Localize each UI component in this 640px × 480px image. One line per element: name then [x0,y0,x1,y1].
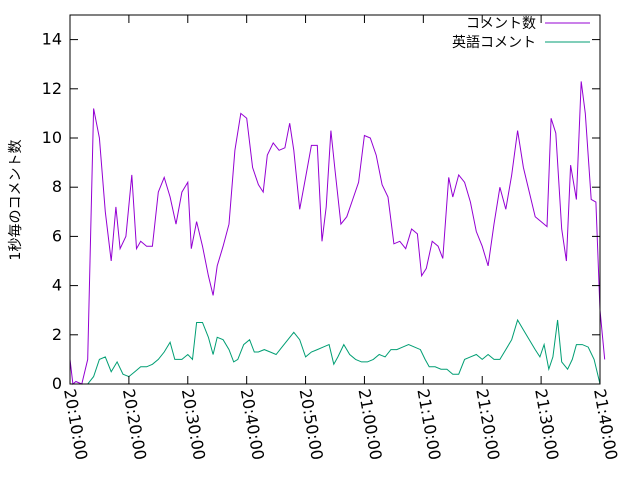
x-tick-label: 20:20:00 [119,387,150,461]
x-tick-label: 20:10:00 [60,387,91,461]
y-tick-label: 8 [52,177,62,196]
x-tick-label: 21:40:00 [590,387,621,461]
x-tick-label: 21:00:00 [355,387,386,461]
series-line-1 [69,81,606,385]
legend-label-2: 英語コメント [452,34,536,51]
y-tick-label: 14 [42,30,62,49]
x-tick-label: 20:40:00 [237,387,268,461]
y-tick-label: 0 [52,374,62,393]
tick-layer: 0 2 4 6 8 10 12 14 20:10:00 20:20:00 20:30:00 20:40… [42,15,621,461]
x-tick-label: 21:20:00 [472,387,503,461]
y-tick-label: 6 [52,226,62,245]
series-line-2 [70,318,601,385]
plot-frame [69,14,601,385]
y-tick-label: 10 [42,128,62,147]
y-tick-label: 2 [52,325,62,344]
x-tick-label: 21:30:00 [531,387,562,461]
x-tick-label: 20:30:00 [178,387,209,461]
y-tick-label: 12 [42,79,62,98]
legend-label-1: コメント数 [466,16,536,32]
series-layer [69,81,606,385]
x-tick-label: 20:50:00 [296,387,327,461]
x-tick-label: 21:10:00 [413,387,444,461]
y-tick-label: 4 [52,276,62,295]
y-axis-title: 1秒毎のコメント数 [8,140,24,261]
